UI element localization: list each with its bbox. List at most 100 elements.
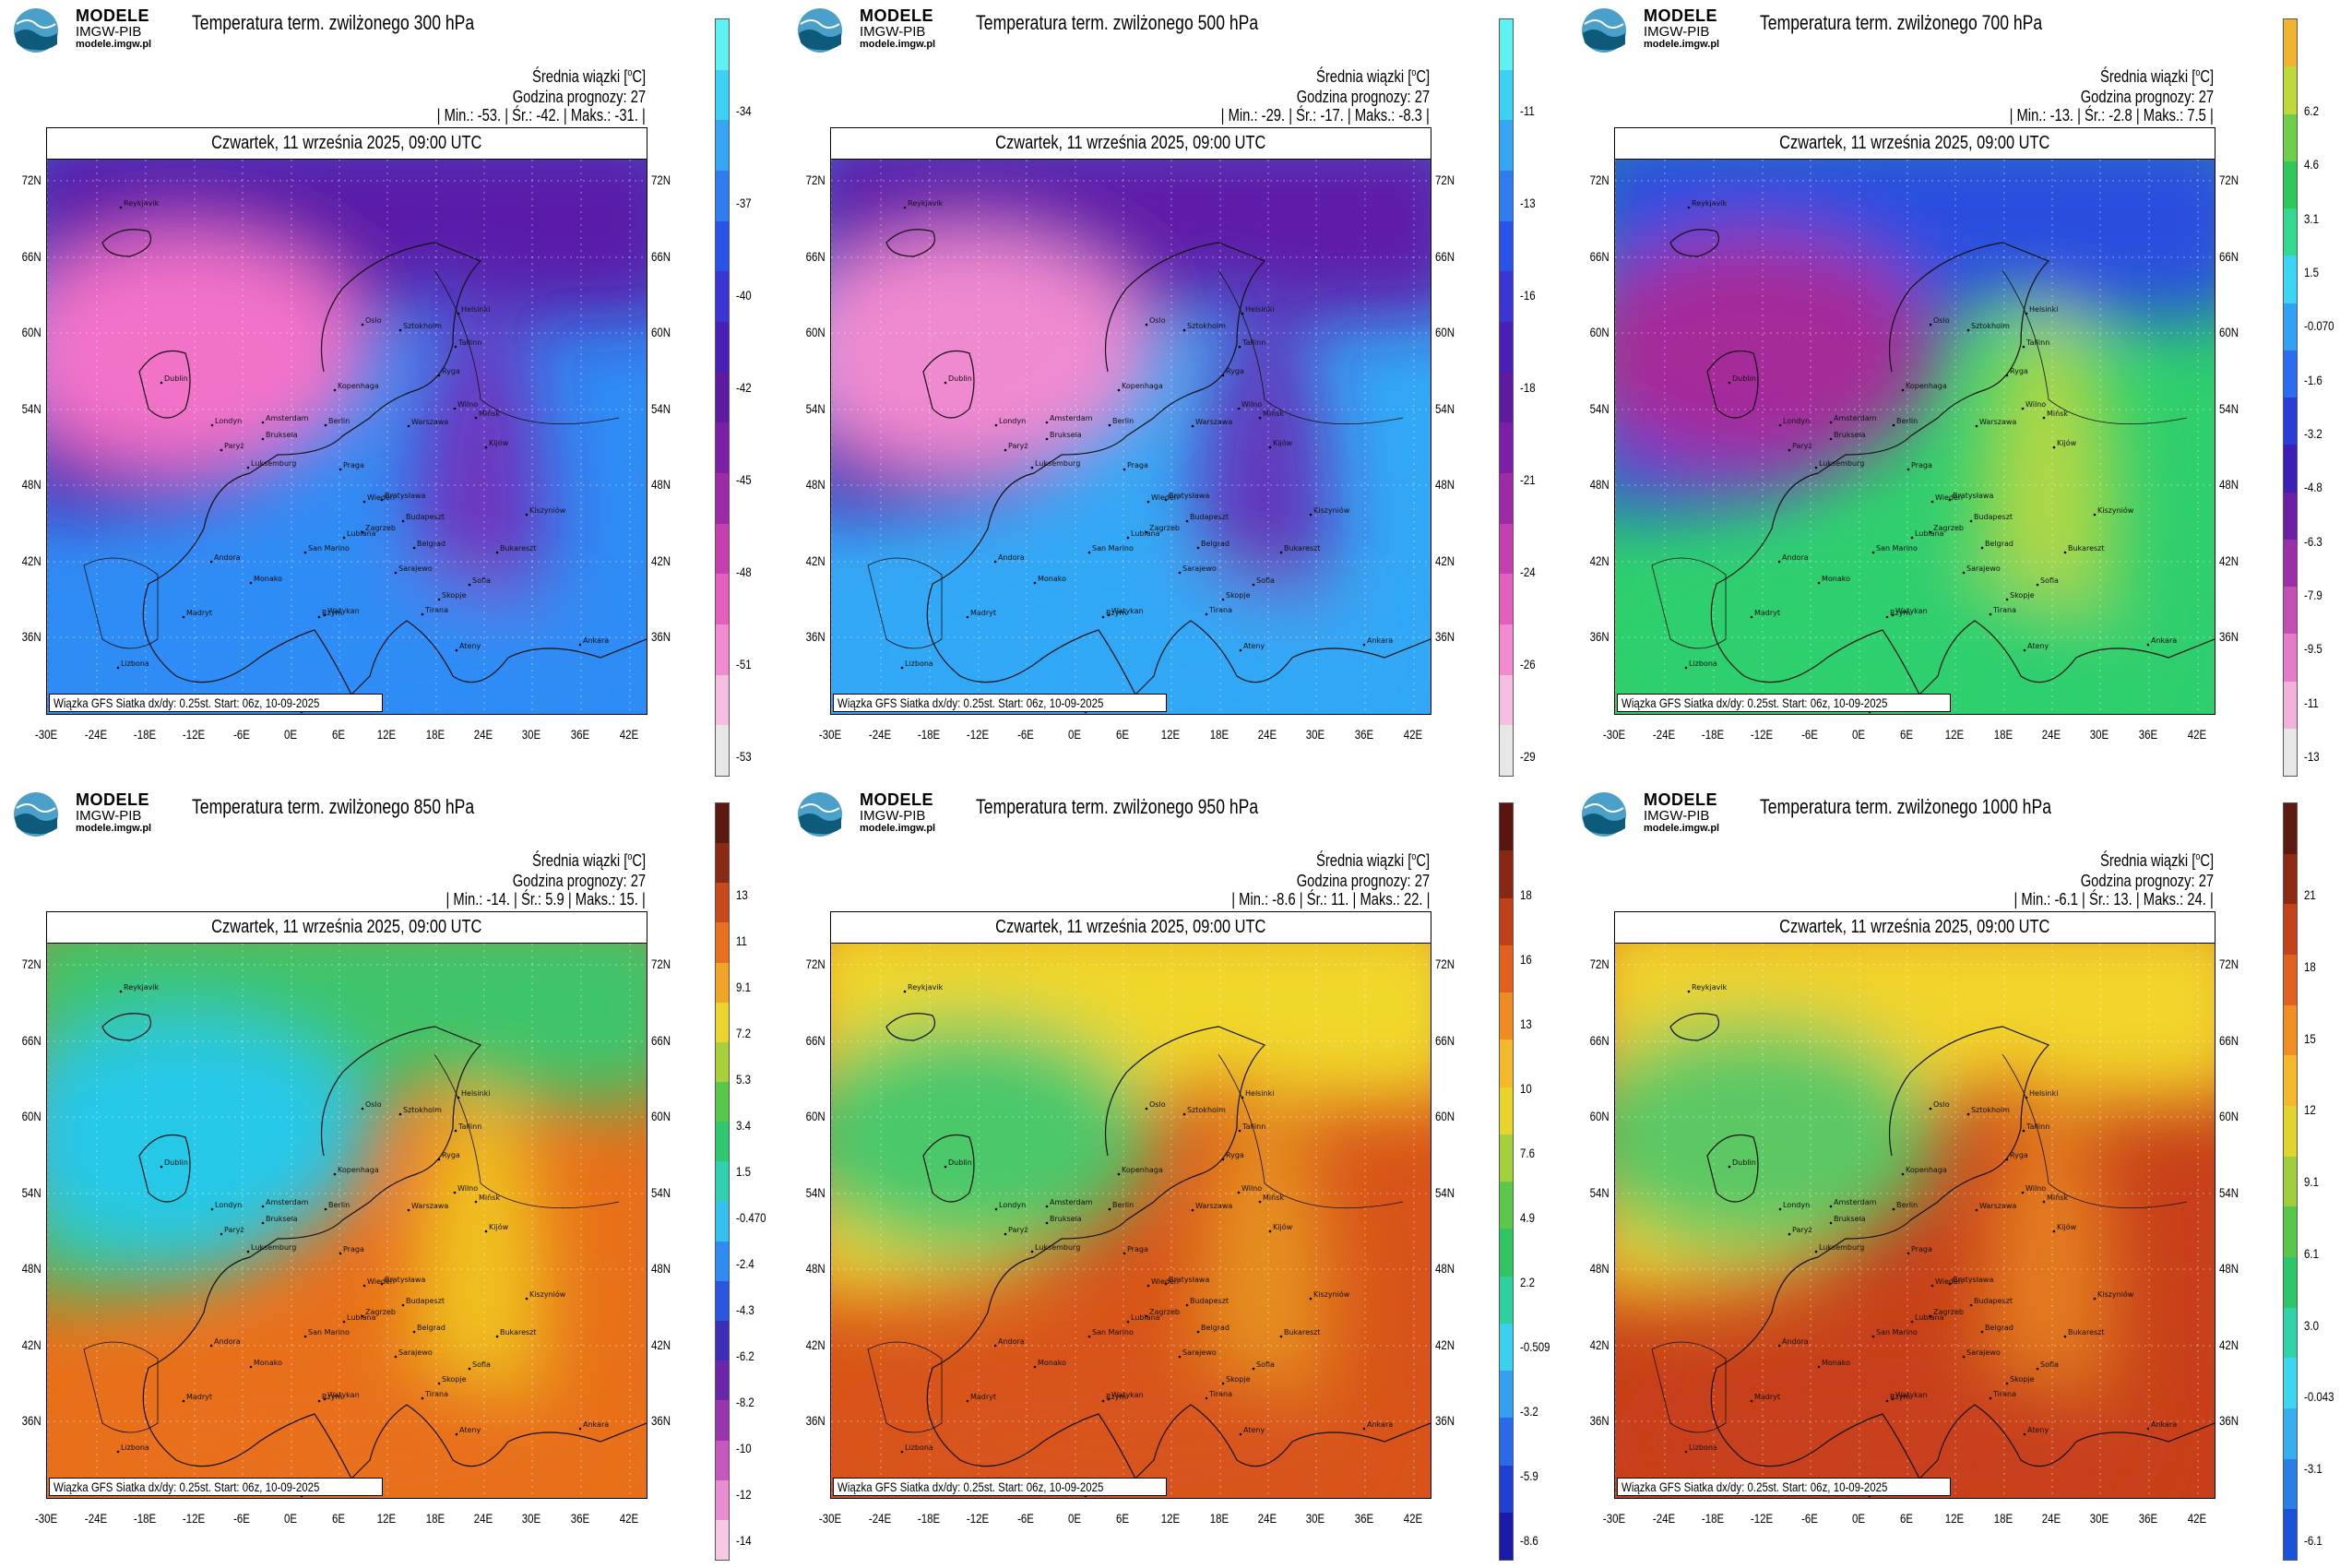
longitude-label: 0E xyxy=(1851,727,1866,742)
city-label: Helsinki xyxy=(2029,305,2058,314)
city-marker xyxy=(994,423,998,427)
map-panel: MODELE IMGW-PIB modele.imgw.pl Temperatura … xyxy=(784,0,1568,784)
city-marker xyxy=(1309,513,1313,517)
footer-text: Wiązka GFS Siatka dx/dy: 0.25st. Start: … xyxy=(1621,695,1888,710)
colorbar-segment xyxy=(2284,634,2297,682)
colorbar-segment xyxy=(2284,255,2297,303)
colorbar-segment xyxy=(716,1321,729,1361)
city-label: Oslo xyxy=(365,316,382,325)
city-marker xyxy=(210,423,214,427)
logo-line-1: MODELE xyxy=(860,790,934,809)
logo-line-1: MODELE xyxy=(1644,790,1718,809)
city-label: Praga xyxy=(1911,461,1932,469)
city-label: Bukareszt xyxy=(500,1328,537,1336)
city-label: San Marino xyxy=(308,544,350,552)
city-marker xyxy=(1123,468,1126,471)
city-label: Wiedeń xyxy=(367,1277,395,1286)
city-label: Reykjavik xyxy=(1692,983,1728,992)
colorbar-label: -24 xyxy=(1520,564,1536,579)
city-label: Helsinki xyxy=(461,305,490,314)
city-label: Oslo xyxy=(1933,1100,1950,1109)
imgw-logo-icon xyxy=(1577,7,1631,53)
city-marker xyxy=(1045,421,1049,424)
colorbar xyxy=(2283,18,2298,777)
city-marker xyxy=(1814,1250,1818,1253)
latitude-label-right: 42N xyxy=(2219,553,2239,568)
city-marker xyxy=(1205,612,1208,616)
latitude-label-left: 42N xyxy=(805,1337,826,1352)
city-label: Ryga xyxy=(442,1151,460,1159)
city-label: Paryż xyxy=(224,1226,244,1234)
colorbar-label: -11 xyxy=(2304,695,2319,710)
latitude-label-left: 48N xyxy=(805,477,826,492)
colorbar xyxy=(1499,18,1514,777)
city-marker xyxy=(457,1096,460,1099)
longitude-label: 0E xyxy=(1851,1511,1866,1526)
colorbar-segment xyxy=(1500,1039,1513,1087)
city-marker xyxy=(1778,423,1782,427)
city-label: Ateny xyxy=(2027,642,2049,650)
latitude-label-left: 36N xyxy=(805,629,826,644)
city-label: Ryga xyxy=(1226,1151,1244,1159)
colorbar-segment xyxy=(1500,944,1513,992)
city-label: Monako xyxy=(1822,575,1850,583)
city-marker xyxy=(2052,1229,2056,1233)
city-label: Sarajewo xyxy=(1182,564,1217,573)
logo-line-2: IMGW-PIB xyxy=(860,23,926,40)
colorbar-segment xyxy=(716,170,729,221)
city-label: Madryt xyxy=(186,609,212,617)
city-marker xyxy=(1929,1107,1932,1111)
date-bar: Czwartek, 11 września 2025, 09:00 UTC xyxy=(1615,912,2215,944)
city-label: Rzym xyxy=(1890,609,1910,617)
city-label: Sarajewo xyxy=(1182,1348,1217,1357)
colorbar-segment xyxy=(716,372,729,423)
city-label: Tirana xyxy=(1208,606,1232,614)
city-marker xyxy=(1033,1365,1037,1369)
city-marker xyxy=(412,1330,416,1334)
city-label: Sofia xyxy=(1256,1360,1275,1369)
colorbar-segment xyxy=(716,1082,729,1123)
city-marker xyxy=(261,421,265,424)
colorbar-label: 2.2 xyxy=(1520,1275,1535,1289)
city-label: Bruksela xyxy=(1050,431,1082,439)
city-label: Kopenhaga xyxy=(338,1166,379,1174)
city-label: Bukareszt xyxy=(500,544,537,552)
colorbar-segment xyxy=(716,1280,729,1322)
colorbar-segment xyxy=(1500,850,1513,898)
logo-line-2: IMGW-PIB xyxy=(860,807,926,824)
colorbar-segment xyxy=(2284,1156,2297,1207)
city-label: Bukareszt xyxy=(1284,1328,1321,1336)
longitude-label: 30E xyxy=(1305,727,1325,742)
city-marker xyxy=(1221,1158,1225,1161)
latitude-label-left: 48N xyxy=(21,1261,42,1276)
city-label: Madryt xyxy=(970,609,996,617)
city-label: Watykan xyxy=(327,1391,360,1399)
longitude-label: 30E xyxy=(2089,1511,2109,1526)
colorbar-segment xyxy=(2284,303,2297,350)
city-marker xyxy=(1108,423,1111,427)
colorbar-segment xyxy=(2284,1206,2297,1257)
city-label: Warszawa xyxy=(411,418,448,426)
city-marker xyxy=(182,1399,185,1403)
date-bar: Czwartek, 11 września 2025, 09:00 UTC xyxy=(831,128,1431,160)
city-marker xyxy=(1750,1399,1753,1403)
city-label: Skopje xyxy=(442,591,467,600)
latitude-label-left: 36N xyxy=(21,629,42,644)
model-footer-note: Wiązka GFS Siatka dx/dy: 0.25st. Start: … xyxy=(1617,1478,1951,1496)
city-label: Oslo xyxy=(1149,316,1166,325)
city-label: Oslo xyxy=(1149,1100,1166,1109)
city-label: Monako xyxy=(1822,1359,1850,1367)
longitude-label: 12E xyxy=(1944,727,1965,742)
footer-text: Wiązka GFS Siatka dx/dy: 0.25st. Start: … xyxy=(53,695,320,710)
city-label: Dublin xyxy=(948,1158,972,1167)
temperature-map: Reykjavik Oslo Sztokholm Helsinki Tallinn Ryg… xyxy=(47,160,647,714)
longitude-label: -30E xyxy=(34,1511,58,1526)
mean-label: Średnia wiązki [oC] xyxy=(1315,851,1430,870)
latitude-label-left: 72N xyxy=(805,956,826,971)
city-marker xyxy=(1178,1355,1182,1359)
city-label: Kopenhaga xyxy=(1122,382,1163,390)
city-marker xyxy=(993,1344,997,1348)
city-label: Belgrad xyxy=(1985,1324,2013,1332)
city-label: Budapeszt xyxy=(1190,1297,1229,1305)
city-marker xyxy=(249,581,253,585)
